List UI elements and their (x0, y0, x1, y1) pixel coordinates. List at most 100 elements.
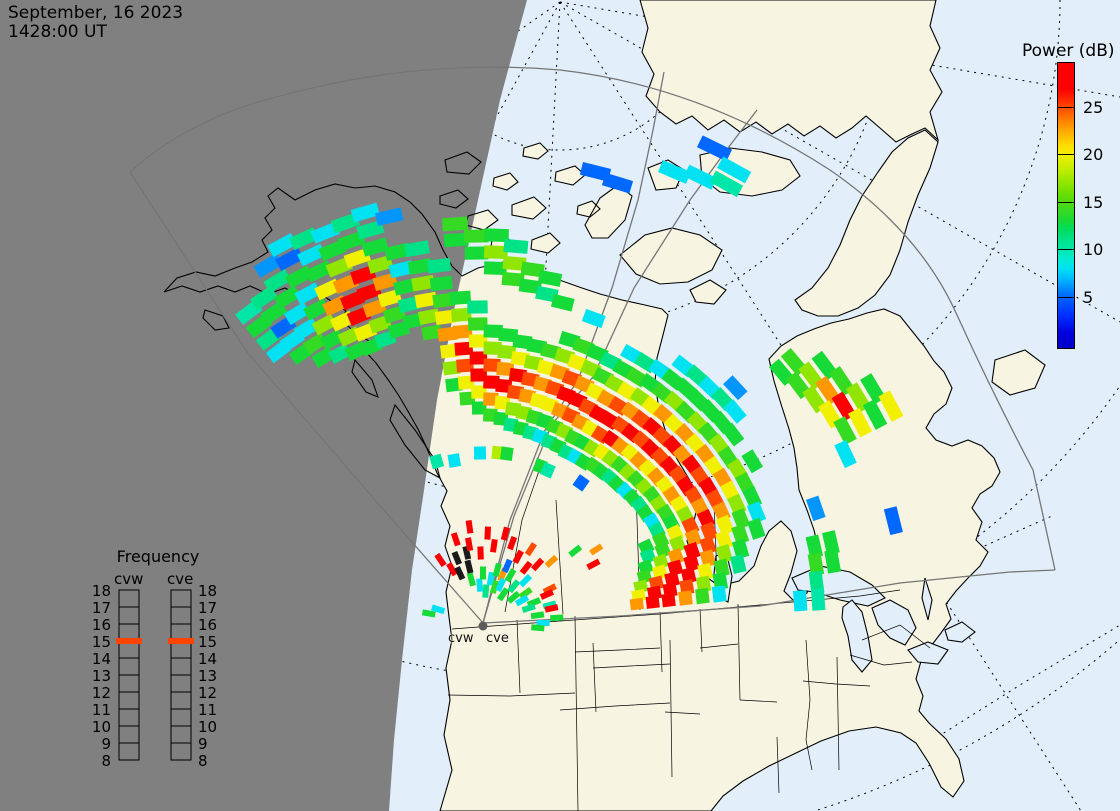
echo-cell (747, 517, 766, 540)
echo-cell (535, 285, 559, 303)
echo-cell (746, 501, 767, 524)
echo-cell (629, 597, 644, 611)
frequency-scale-value: 13 (91, 667, 111, 685)
echo-cell (808, 570, 825, 594)
echo-cell (464, 246, 489, 260)
echo-cell (810, 588, 826, 611)
echo-cell (275, 247, 305, 272)
frequency-scale-value: 18 (198, 582, 218, 600)
near-echo-cell (466, 572, 476, 587)
near-echo-cell (521, 603, 536, 614)
echo-cell (483, 408, 498, 422)
echo-cell (496, 361, 515, 377)
echo-cell (695, 587, 710, 605)
echo-cell (697, 562, 714, 581)
echo-cell (636, 569, 653, 585)
colorbar-title: Power (dB) (1022, 41, 1115, 61)
echo-cell (512, 334, 533, 350)
near-echo-cell (536, 620, 550, 626)
near-echo-cell (492, 562, 502, 577)
echo-cell (294, 282, 322, 305)
power-colorbar (1057, 62, 1075, 349)
echo-cell (741, 449, 763, 474)
echo-cell (683, 554, 700, 573)
near-range-echo-cells (421, 520, 604, 632)
echo-cell (393, 277, 418, 296)
near-echo-cell (484, 526, 492, 540)
frequency-scale-value: 17 (91, 599, 111, 617)
echo-cell (601, 172, 634, 194)
echo-cell (452, 324, 473, 339)
near-echo-cell (507, 535, 518, 551)
near-echo-cell (539, 589, 555, 600)
echo-cell (499, 446, 514, 461)
echo-cell (414, 291, 438, 309)
echo-cell (579, 161, 612, 182)
near-echo-cell (501, 558, 513, 574)
echo-cell (645, 595, 660, 609)
echo-cell (696, 135, 733, 162)
colorbar-tick-line (1057, 107, 1075, 108)
near-echo-cell (480, 566, 486, 580)
frequency-column-cve: cve (167, 570, 194, 588)
echo-cell (361, 237, 389, 257)
echo-cell (328, 343, 352, 365)
frequency-marker (116, 638, 142, 644)
near-echo-cell (450, 532, 461, 547)
frequency-column-cvw: cvw (114, 570, 144, 588)
echo-cell (374, 207, 404, 226)
echo-cell (721, 422, 745, 447)
frequency-scale-value: 10 (91, 718, 111, 736)
echo-cell (805, 534, 824, 559)
near-echo-cell (514, 594, 530, 607)
echo-cell (667, 559, 684, 577)
frequency-scale-value: 12 (198, 684, 218, 702)
echo-cell (418, 308, 440, 325)
echo-cell (483, 324, 503, 339)
near-echo-cell (544, 554, 559, 568)
frequency-ladder-cve (168, 589, 194, 761)
colorbar-tick-line (1057, 297, 1075, 298)
echo-cell (442, 216, 469, 232)
near-echo-cell (495, 577, 507, 593)
echo-cell (657, 160, 692, 184)
near-echo-cell (518, 573, 533, 588)
frequency-scale-value: 11 (198, 701, 218, 719)
echo-cell (678, 590, 693, 606)
frequency-ladder-cvw (116, 589, 142, 761)
frequency-scale-value: 16 (91, 616, 111, 634)
colorbar-tick-line (1057, 202, 1075, 203)
near-echo-cell (489, 579, 500, 595)
echo-cell (429, 275, 453, 292)
near-echo-cell (454, 566, 466, 581)
frequency-panel-title: Frequency (116, 547, 200, 566)
echo-cell (467, 300, 488, 314)
frequency-scale-value: 14 (91, 650, 111, 668)
echo-cell (502, 255, 527, 271)
echo-cell (713, 558, 730, 578)
echo-cell (501, 271, 525, 287)
near-echo-cell (530, 557, 545, 572)
near-echo-cell (519, 560, 533, 575)
near-echo-cell (421, 609, 436, 618)
frequency-scale-value: 13 (198, 667, 218, 685)
near-echo-cell (431, 604, 446, 615)
near-echo-cell (518, 587, 533, 600)
echo-cell (451, 307, 472, 322)
echo-cell (669, 535, 687, 554)
near-echo-cell (434, 552, 447, 568)
site-label-cve: cve (486, 631, 509, 646)
echo-cell (699, 549, 717, 568)
echo-cell (463, 229, 489, 243)
echo-cell (330, 212, 360, 234)
night-terminator-shading (0, 0, 527, 811)
near-echo-cell (530, 611, 545, 620)
echo-cell (503, 238, 529, 254)
echo-cell (471, 385, 487, 399)
frequency-scale-value: 8 (101, 752, 111, 770)
echo-cell (731, 538, 750, 560)
near-echo-cell (482, 584, 490, 598)
frequency-scale-value: 11 (91, 701, 111, 719)
near-echo-cell (506, 590, 521, 604)
